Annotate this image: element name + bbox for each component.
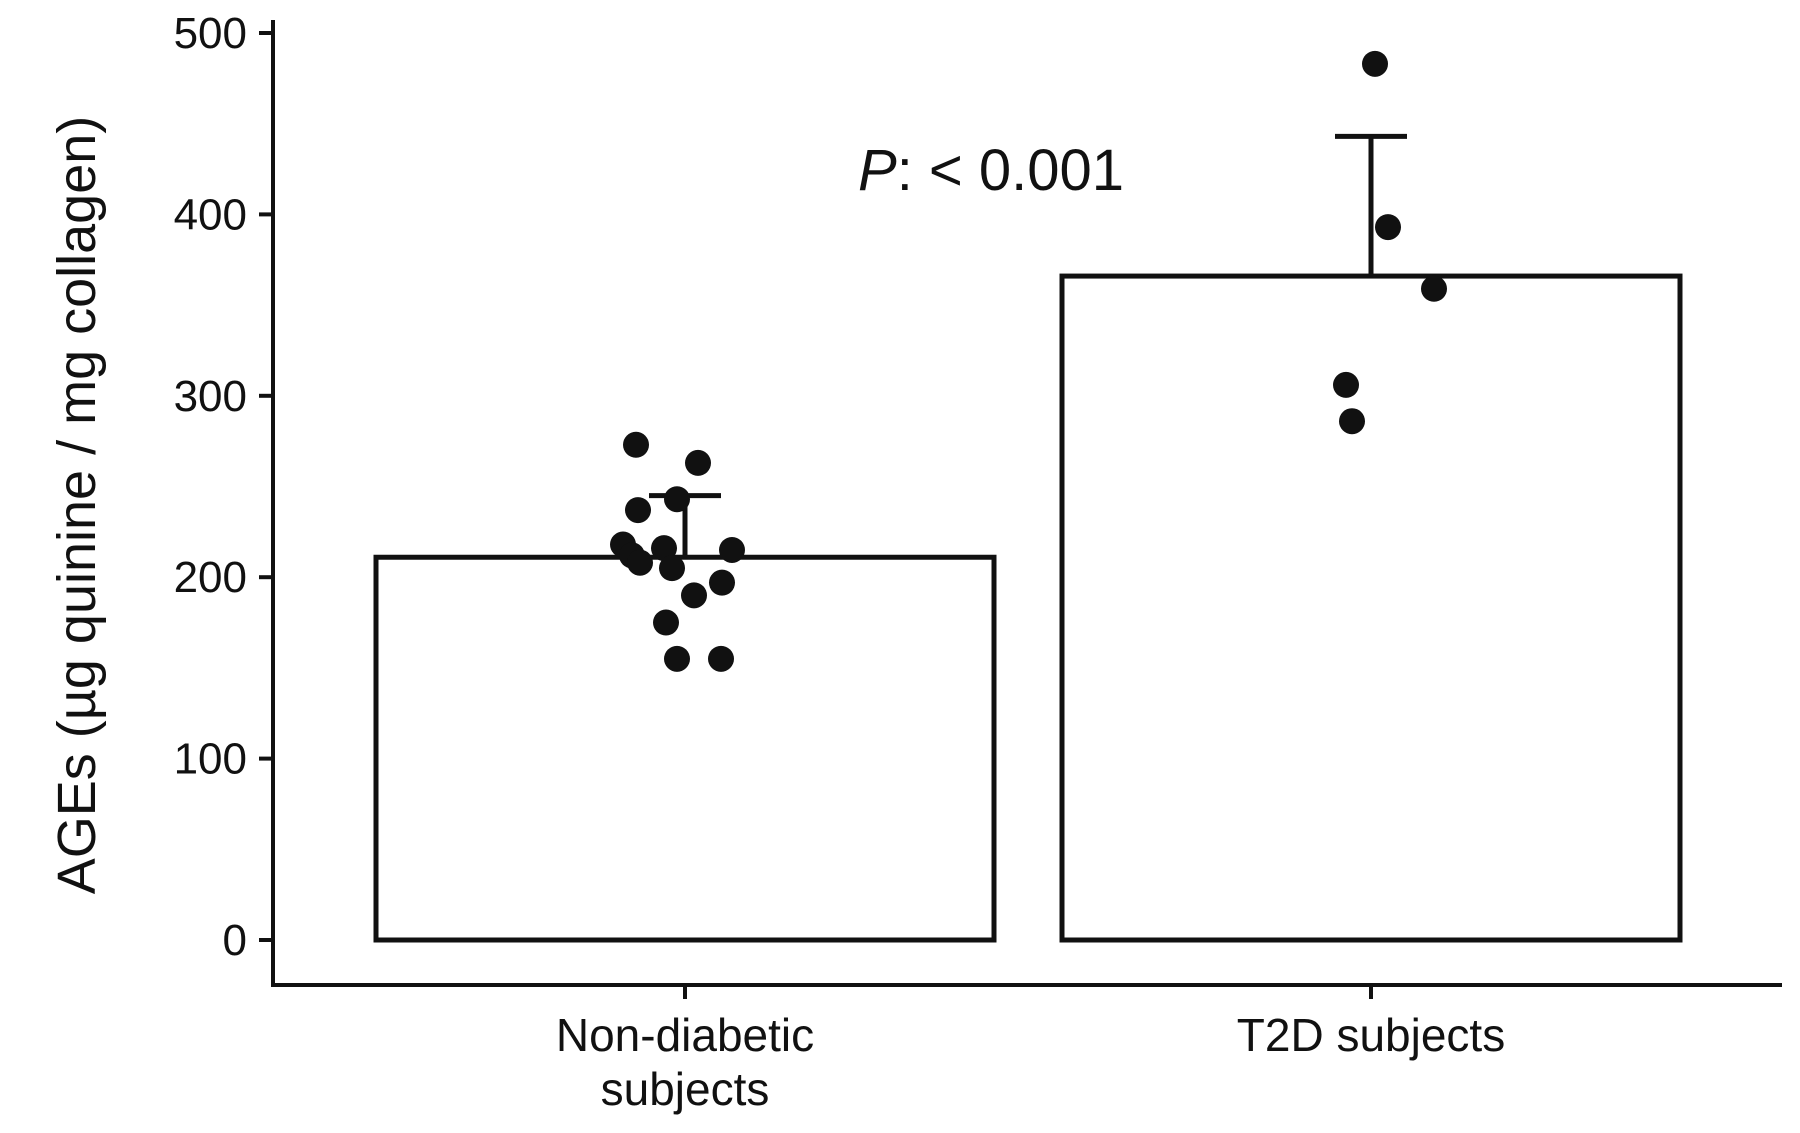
- x-tick-label-0: Non-diabetic subjects: [556, 1009, 814, 1115]
- y-tick-label-0: 0: [223, 916, 247, 965]
- x-tick-label-1: T2D subjects: [1237, 1009, 1505, 1061]
- data-point: [627, 549, 653, 576]
- y-tick-label-400: 400: [174, 190, 247, 239]
- p-value-annotation: P: < 0.001: [858, 138, 1124, 203]
- x-tick-label-line: T2D subjects: [1237, 1009, 1505, 1061]
- bars: [373, 273, 1683, 943]
- y-tick-label-300: 300: [174, 372, 247, 421]
- data-point: [1333, 371, 1359, 398]
- data-point: [708, 645, 734, 672]
- data-point: [664, 645, 690, 672]
- data-point: [623, 431, 649, 458]
- data-point: [625, 497, 651, 524]
- p-value-text: : < 0.001: [897, 138, 1124, 203]
- data-point: [709, 569, 735, 596]
- error-bars: [649, 133, 1407, 558]
- data-point: [651, 535, 677, 562]
- data-point: [719, 536, 745, 563]
- data-point: [659, 555, 685, 582]
- x-tick-label-line: subjects: [601, 1063, 770, 1115]
- bar-0: [373, 554, 997, 943]
- data-point: [1362, 50, 1388, 77]
- y-axis-title: AGEs (µg quinine / mg collagen): [47, 116, 107, 895]
- data-point: [664, 486, 690, 513]
- y-tick-label-200: 200: [174, 553, 247, 602]
- y-axis: 0 100 200 300 400 500: [174, 9, 275, 986]
- bar-1: [1059, 273, 1683, 943]
- data-point: [1375, 214, 1401, 241]
- data-point: [685, 449, 711, 476]
- data-point: [653, 609, 679, 636]
- y-tick-label-500: 500: [174, 9, 247, 58]
- data-point: [681, 582, 707, 609]
- y-tick-label-100: 100: [174, 735, 247, 784]
- x-axis: Non-diabetic subjects T2D subjects: [271, 983, 1782, 1115]
- p-value-prefix: P: [858, 138, 897, 203]
- data-points: [610, 50, 1447, 672]
- data-point: [1339, 408, 1365, 435]
- data-point: [1421, 275, 1447, 302]
- x-tick-label-line: Non-diabetic: [556, 1009, 814, 1061]
